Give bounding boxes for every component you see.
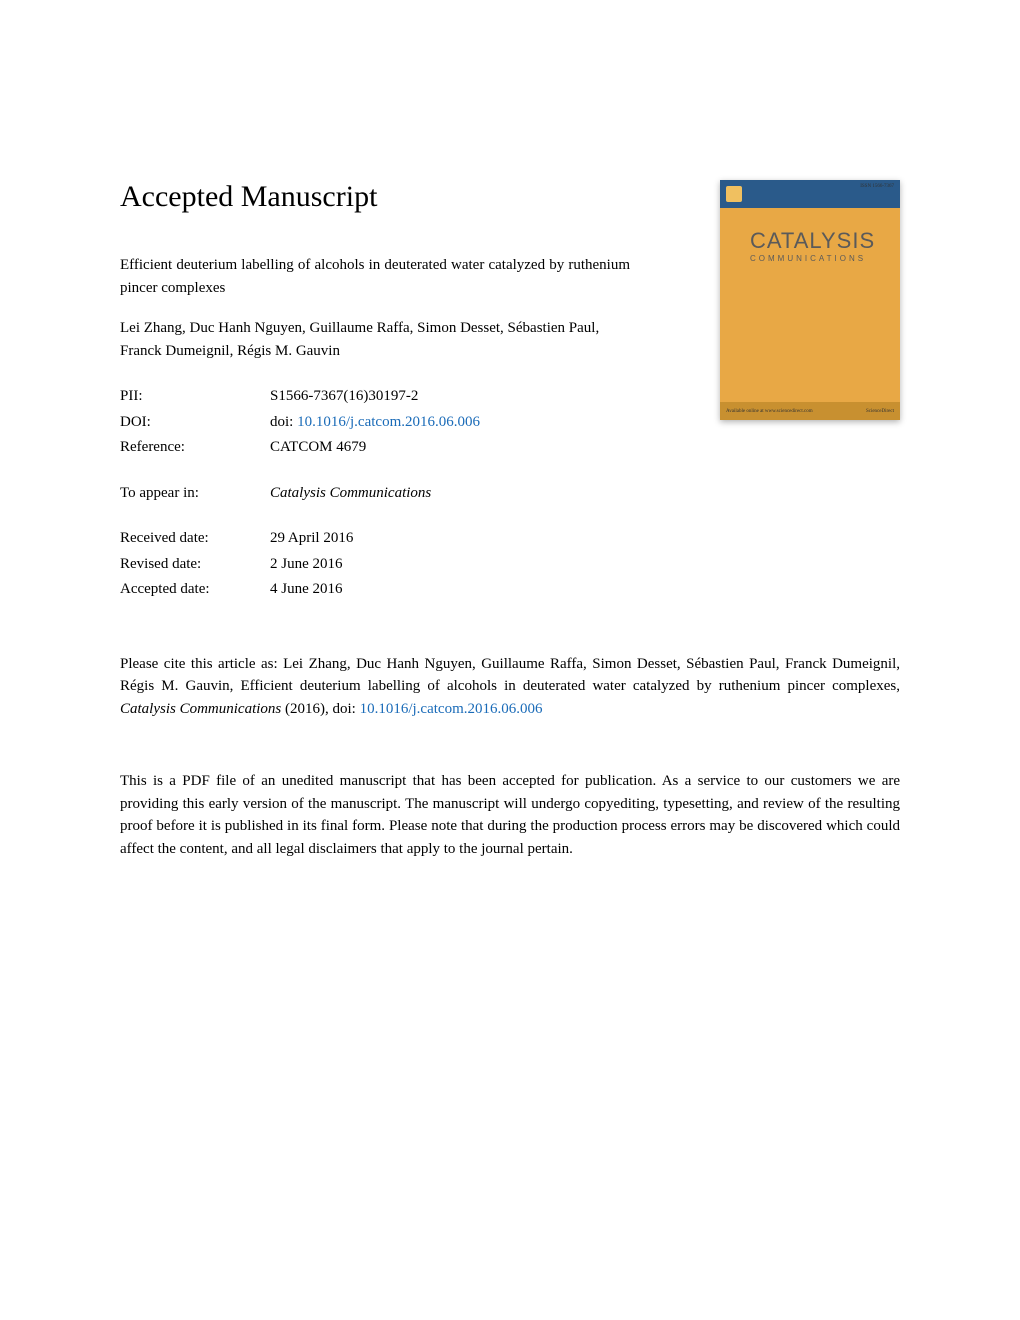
revised-label: Revised date: — [120, 552, 270, 578]
citation-block: Please cite this article as: Lei Zhang, … — [120, 653, 900, 721]
disclaimer-text: This is a PDF file of an unedited manusc… — [120, 770, 900, 860]
meta-row-reference: Reference: CATCOM 4679 — [120, 435, 900, 461]
meta-row-accepted: Accepted date: 4 June 2016 — [120, 577, 900, 603]
doi-label: DOI: — [120, 410, 270, 436]
accepted-value: 4 June 2016 — [270, 577, 343, 603]
cover-issn: ISSN 1566-7367 — [860, 184, 894, 189]
cover-bottom-bar: Available online at www.sciencedirect.co… — [720, 402, 900, 420]
meta-row-appear: To appear in: Catalysis Communications — [120, 481, 900, 507]
received-label: Received date: — [120, 526, 270, 552]
appear-value: Catalysis Communications — [270, 481, 431, 507]
cover-bottom-right: ScienceDirect — [866, 409, 894, 414]
meta-row-received: Received date: 29 April 2016 — [120, 526, 900, 552]
cover-bottom-left: Available online at www.sciencedirect.co… — [726, 409, 813, 414]
authors-list: Lei Zhang, Duc Hanh Nguyen, Guillaume Ra… — [120, 317, 630, 362]
metadata-appear: To appear in: Catalysis Communications — [120, 481, 900, 507]
appear-label: To appear in: — [120, 481, 270, 507]
received-value: 29 April 2016 — [270, 526, 353, 552]
doi-prefix: doi: — [270, 414, 297, 430]
citation-year: (2016), doi: — [281, 701, 359, 717]
citation-doi-link[interactable]: 10.1016/j.catcom.2016.06.006 — [360, 701, 543, 717]
citation-journal: Catalysis Communications — [120, 701, 281, 717]
journal-cover: ISSN 1566-7367 CATALYSIS COMMUNICATIONS … — [720, 180, 900, 420]
reference-label: Reference: — [120, 435, 270, 461]
meta-row-revised: Revised date: 2 June 2016 — [120, 552, 900, 578]
cover-journal-title: CATALYSIS — [750, 228, 890, 254]
doi-value: doi: 10.1016/j.catcom.2016.06.006 — [270, 410, 480, 436]
cover-journal-subtitle: COMMUNICATIONS — [750, 254, 890, 263]
pii-value: S1566-7367(16)30197-2 — [270, 384, 418, 410]
metadata-dates: Received date: 29 April 2016 Revised dat… — [120, 526, 900, 603]
accepted-label: Accepted date: — [120, 577, 270, 603]
elsevier-logo-icon — [726, 186, 742, 202]
citation-prefix: Please cite this article as: Lei Zhang, … — [120, 656, 900, 695]
article-title: Efficient deuterium labelling of alcohol… — [120, 254, 630, 299]
doi-link[interactable]: 10.1016/j.catcom.2016.06.006 — [297, 414, 480, 430]
revised-value: 2 June 2016 — [270, 552, 343, 578]
page-heading: Accepted Manuscript — [120, 180, 377, 214]
reference-value: CATCOM 4679 — [270, 435, 366, 461]
pii-label: PII: — [120, 384, 270, 410]
